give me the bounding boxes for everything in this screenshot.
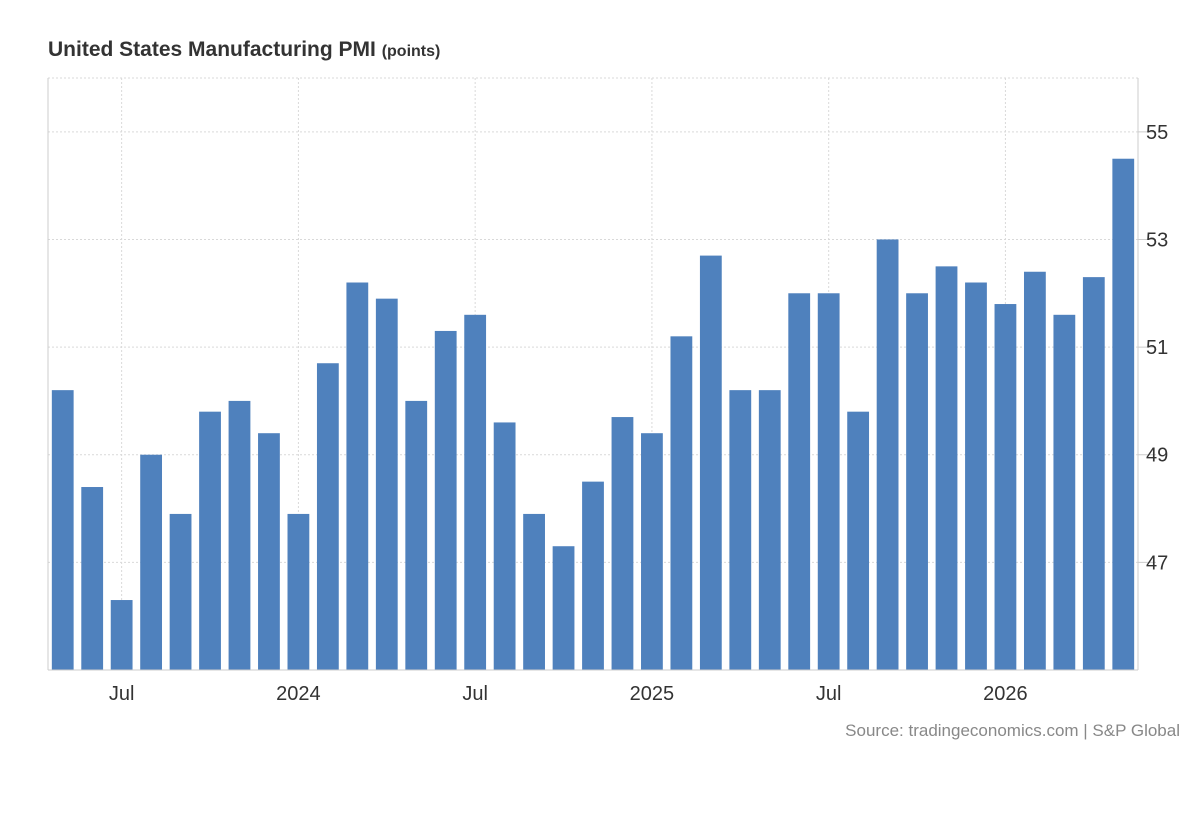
bar-2023-09 — [169, 513, 192, 670]
bar-2024-04 — [375, 298, 398, 670]
bar-2024-11 — [582, 481, 604, 670]
bar-2023-07 — [110, 600, 133, 670]
bar-2023-12 — [258, 433, 280, 670]
x-tick-label: Jul — [816, 683, 842, 705]
bar-2025-06 — [788, 293, 811, 670]
bar-2025-01 — [641, 433, 663, 670]
bar-2024-01 — [287, 513, 310, 670]
bar-2025-10 — [906, 293, 928, 670]
x-tick-label: 2026 — [983, 683, 1028, 705]
bar-2026-03 — [1053, 314, 1076, 670]
bar-2025-09 — [876, 239, 899, 671]
bar-series — [51, 158, 1135, 671]
bar-2025-07 — [817, 293, 840, 670]
bar-2025-11 — [935, 266, 958, 670]
bar-2025-04 — [729, 390, 752, 670]
bar-2024-12 — [611, 417, 634, 670]
x-tick-label: 2025 — [630, 683, 675, 705]
bar-2026-02 — [1023, 271, 1046, 670]
bar-2023-08 — [140, 454, 163, 670]
bar-2026-01 — [994, 304, 1017, 670]
bar-2026-04 — [1082, 277, 1105, 670]
bar-2024-10 — [552, 546, 575, 670]
bar-2024-05 — [405, 400, 428, 670]
source-note: Source: tradingeconomics.com | S&P Globa… — [845, 721, 1180, 740]
bar-2023-10 — [199, 411, 221, 670]
y-axis-ticks: 47 49 51 53 55 — [1146, 122, 1168, 575]
chart-title-text: United States Manufacturing PMI — [48, 38, 376, 61]
bar-2026-05 — [1112, 158, 1135, 670]
bar-2025-08 — [847, 411, 870, 670]
y-tick-label: 47 — [1146, 552, 1168, 574]
y-tick-label: 53 — [1146, 229, 1168, 251]
x-tick-label: Jul — [462, 683, 488, 705]
bar-2024-07 — [464, 314, 487, 670]
chart-title: United States Manufacturing PMI (points) — [48, 38, 440, 62]
y-tick-label: 49 — [1146, 445, 1168, 467]
bar-2024-08 — [493, 422, 516, 670]
bar-2024-03 — [346, 282, 369, 670]
y-tick-label: 55 — [1146, 122, 1168, 144]
bar-2025-12 — [965, 282, 987, 670]
bar-2023-06 — [81, 487, 104, 670]
bar-2023-11 — [228, 400, 251, 670]
axes — [47, 78, 1156, 671]
bar-2025-03 — [699, 255, 722, 670]
chart-unit-label: (points) — [381, 43, 441, 60]
bar-2024-09 — [523, 513, 545, 670]
bar-2024-02 — [316, 363, 339, 670]
bar-2023-05 — [51, 390, 74, 670]
x-tick-label: Jul — [109, 683, 135, 705]
bar-2025-02 — [670, 336, 693, 670]
bar-2025-05 — [758, 390, 781, 670]
y-tick-label: 51 — [1146, 337, 1168, 359]
bar-2024-06 — [434, 330, 457, 670]
x-tick-label: 2024 — [276, 683, 321, 705]
x-axis-ticks: Jul 2024 Jul 2025 Jul 2026 — [109, 683, 1028, 705]
